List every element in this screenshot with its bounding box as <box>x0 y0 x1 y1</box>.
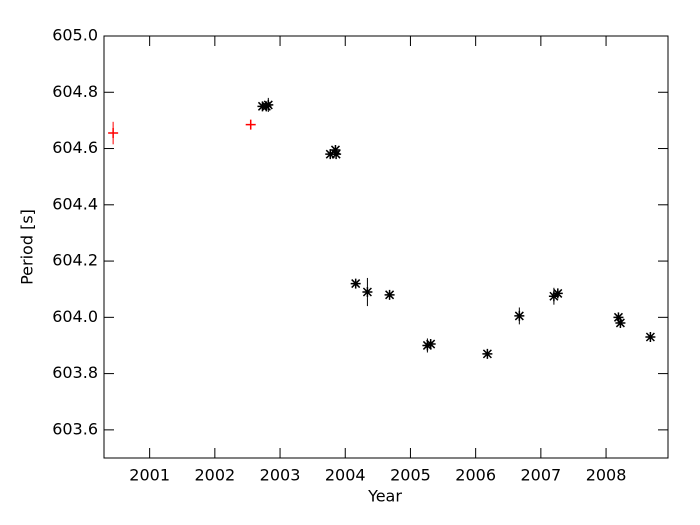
point <box>514 310 525 321</box>
y-tick-label: 603.8 <box>52 363 98 382</box>
y-tick-label: 604.2 <box>52 251 98 270</box>
y-tick-label: 605.0 <box>52 26 98 45</box>
x-tick-label: 2003 <box>260 466 301 485</box>
point <box>482 348 493 359</box>
point <box>422 340 433 351</box>
y-tick-label: 604.8 <box>52 82 98 101</box>
point <box>331 149 342 160</box>
x-tick-label: 2002 <box>194 466 235 485</box>
point <box>613 312 624 323</box>
x-tick-label: 2005 <box>390 466 431 485</box>
point <box>325 149 336 160</box>
point <box>552 288 563 299</box>
y-tick-label: 604.6 <box>52 138 98 157</box>
point <box>245 119 256 130</box>
point <box>384 289 395 300</box>
point <box>263 99 274 110</box>
point <box>548 291 559 302</box>
point <box>108 128 119 139</box>
plot-frame <box>103 35 669 459</box>
y-tick-label: 604.0 <box>52 307 98 326</box>
point <box>645 332 656 343</box>
point <box>362 287 373 298</box>
x-tick-label: 2008 <box>586 466 627 485</box>
x-tick-label: 2007 <box>520 466 561 485</box>
y-tick-label: 604.4 <box>52 194 98 213</box>
x-tick-label: 2004 <box>325 466 366 485</box>
y-axis-label: Period [s] <box>18 209 37 285</box>
point <box>425 339 436 350</box>
point <box>615 317 626 328</box>
x-axis-label: Year <box>367 487 402 506</box>
point <box>350 278 361 289</box>
x-tick-label: 2001 <box>129 466 170 485</box>
y-tick-label: 603.6 <box>52 419 98 438</box>
x-tick-label: 2006 <box>455 466 496 485</box>
